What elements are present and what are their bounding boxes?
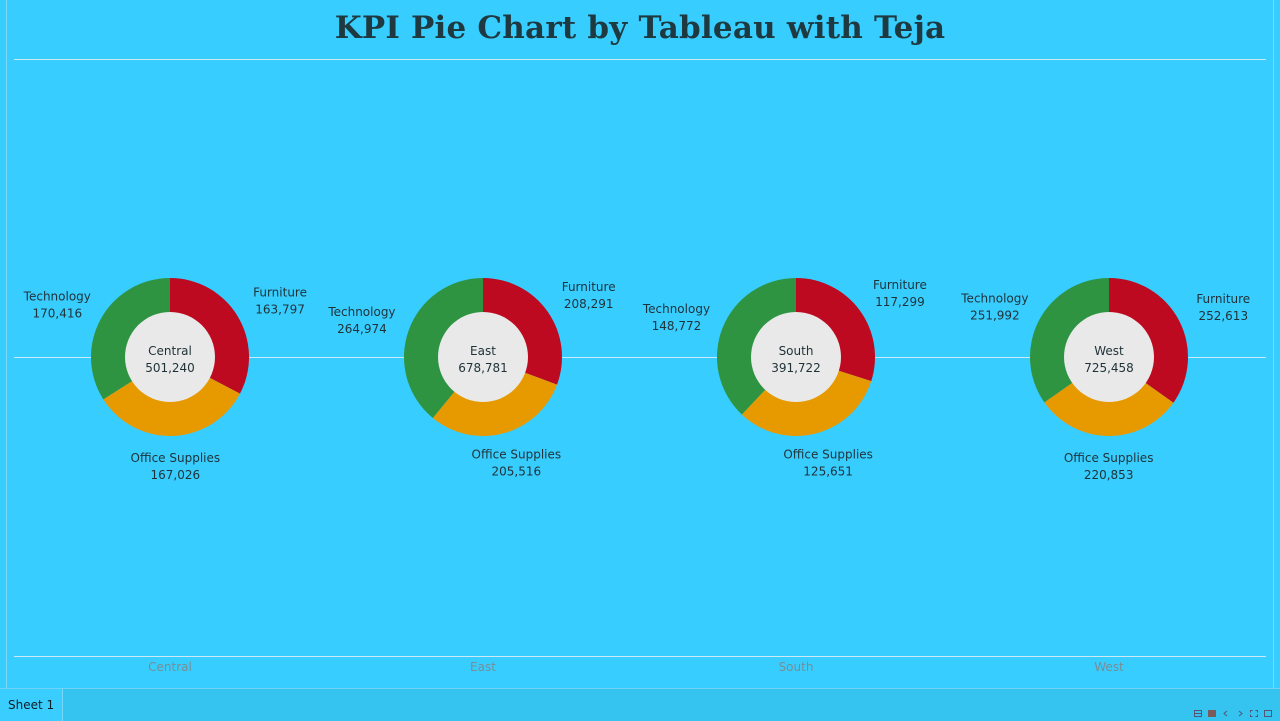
axis-divider	[14, 656, 1266, 657]
label-west-technology-value: 251,992	[970, 309, 1020, 323]
label-west-furniture-value: 252,613	[1198, 309, 1248, 323]
status-icons	[1194, 708, 1272, 718]
label-south-office-supplies-name: Office Supplies	[783, 448, 873, 462]
label-south-office-supplies-value: 125,651	[803, 465, 853, 479]
filmstrip-icon[interactable]	[1208, 709, 1216, 717]
center-total-west: 725,458	[1084, 361, 1134, 375]
frame-left-border	[6, 0, 7, 688]
donut-charts: Furniture 163,797 Office Supplies 167,026 Te…	[23, 278, 1251, 482]
donut-center-south	[751, 312, 841, 402]
label-central-office-supplies-name: Office Supplies	[131, 451, 221, 465]
axis-label-west: West	[1094, 660, 1124, 674]
next-sheet-icon[interactable]	[1236, 710, 1244, 717]
label-east-office-supplies-value: 205,516	[492, 464, 542, 478]
center-total-south: 391,722	[771, 361, 821, 375]
label-south-furniture-name: Furniture	[873, 278, 927, 292]
center-label-west: West	[1094, 344, 1124, 358]
prev-sheet-icon[interactable]	[1222, 710, 1230, 717]
center-label-south: South	[779, 344, 814, 358]
label-east-technology-value: 264,974	[337, 322, 387, 336]
label-central-furniture-name: Furniture	[253, 286, 307, 300]
label-west-office-supplies-name: Office Supplies	[1064, 451, 1154, 465]
label-east-technology-name: Technology	[327, 305, 395, 319]
label-central-technology-value: 170,416	[32, 306, 82, 320]
center-total-central: 501,240	[145, 361, 195, 375]
donut-east: Furniture 208,291 Office Supplies 205,516 Te…	[327, 278, 616, 478]
dashboard-title: KPI Pie Chart by Tableau with Teja	[334, 10, 946, 46]
axis-label-south: South	[778, 660, 814, 674]
label-east-furniture-value: 208,291	[564, 297, 614, 311]
label-central-furniture-value: 163,797	[255, 303, 305, 317]
donut-center-east	[438, 312, 528, 402]
label-central-office-supplies-value: 167,026	[151, 468, 201, 482]
label-west-office-supplies-value: 220,853	[1084, 468, 1134, 482]
grid-view-icon[interactable]	[1194, 709, 1202, 717]
label-south-furniture-value: 117,299	[875, 295, 925, 309]
sheet-tab-bar: Sheet 1	[0, 688, 1280, 721]
presentation-icon[interactable]	[1264, 709, 1272, 717]
center-label-central: Central	[148, 344, 192, 358]
label-south-technology-value: 148,772	[652, 319, 702, 333]
title-divider	[14, 59, 1266, 60]
label-east-office-supplies-name: Office Supplies	[472, 447, 562, 461]
donut-south: Furniture 117,299 Office Supplies 125,651 Te…	[642, 278, 927, 479]
center-total-east: 678,781	[458, 361, 508, 375]
donut-center-west	[1064, 312, 1154, 402]
label-west-technology-name: Technology	[960, 292, 1028, 306]
label-east-furniture-name: Furniture	[562, 280, 616, 294]
sheet-tab[interactable]: Sheet 1	[0, 689, 64, 721]
axis-label-central: Central	[148, 660, 192, 674]
frame-right-border	[1273, 0, 1274, 688]
label-central-technology-name: Technology	[23, 289, 91, 303]
axis-label-east: East	[470, 660, 496, 674]
donut-central: Furniture 163,797 Office Supplies 167,026 Te…	[23, 278, 307, 482]
fit-icon[interactable]	[1250, 709, 1258, 717]
donut-center-central	[125, 312, 215, 402]
center-label-east: East	[470, 344, 496, 358]
label-south-technology-name: Technology	[642, 302, 710, 316]
label-west-furniture-name: Furniture	[1196, 292, 1250, 306]
donut-west: Furniture 252,613 Office Supplies 220,853 Te…	[960, 278, 1250, 482]
zero-line	[14, 357, 1266, 358]
